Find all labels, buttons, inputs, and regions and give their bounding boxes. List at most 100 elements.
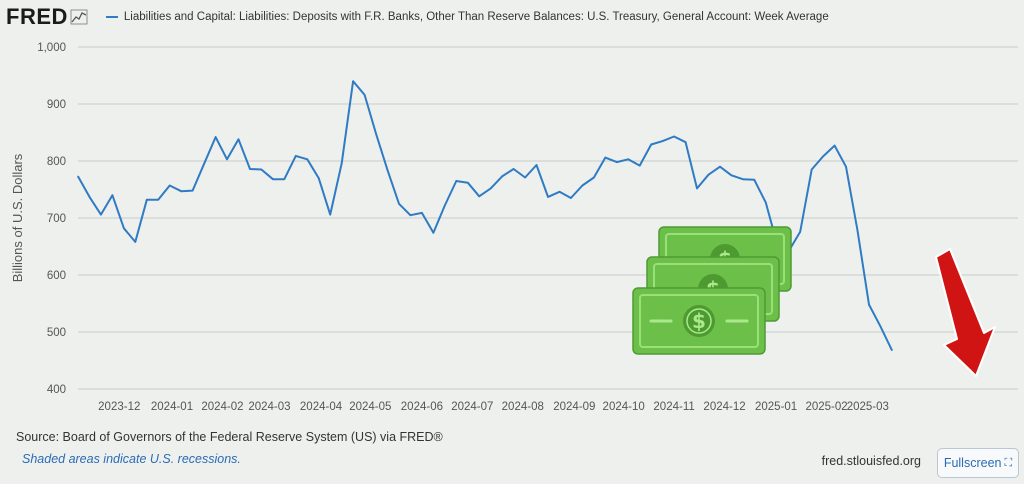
x-tick-label: 2024-10 [603,401,645,413]
data-point[interactable] [822,155,824,158]
data-point[interactable] [226,158,228,161]
y-tick-label: 1,000 [37,42,66,54]
data-point[interactable] [684,141,687,143]
data-point[interactable] [547,196,549,198]
data-point[interactable] [696,187,698,190]
chart-header: FRED Liabilities and Capital: Liabilitie… [6,4,829,30]
x-tick-label: 2025-02 [805,401,847,413]
chart-line-icon [70,9,88,25]
x-tick-label: 2024-05 [349,401,391,413]
data-point[interactable] [478,195,481,198]
fred-logo[interactable]: FRED [6,4,68,29]
data-point[interactable] [123,227,125,230]
data-point[interactable] [489,187,492,190]
x-tick-label: 2023-12 [98,401,140,413]
grid-lines [78,46,1018,390]
data-point[interactable] [558,190,561,193]
y-tick-label: 500 [47,327,66,339]
data-point[interactable] [432,232,435,234]
x-tick-label: 2025-01 [755,401,797,413]
data-point[interactable] [260,168,263,171]
data-point[interactable] [799,230,801,233]
x-tick-label: 2024-02 [201,401,243,413]
data-point[interactable] [191,189,194,192]
data-point[interactable] [868,303,870,306]
x-tick-label: 2024-11 [653,401,694,413]
data-point[interactable] [581,184,584,187]
data-point[interactable] [317,177,320,179]
data-point[interactable] [501,175,503,178]
fullscreen-icon: ⛶ [1004,456,1013,469]
data-point[interactable] [409,214,412,216]
fullscreen-button[interactable]: Fullscreen ⛶ [937,448,1019,478]
data-point[interactable] [615,161,618,163]
data-point[interactable] [570,197,572,199]
data-point[interactable] [524,176,526,179]
red-down-arrow-icon [935,248,996,377]
data-point[interactable] [157,198,160,201]
data-point[interactable] [352,80,354,82]
x-tick-label: 2024-09 [553,401,595,413]
data-point[interactable] [249,168,251,170]
source-text: Source: Board of Governors of the Federa… [16,430,443,444]
data-point[interactable] [512,168,515,170]
data-point[interactable] [466,181,469,184]
site-url[interactable]: fred.stlouisfed.org [821,454,921,468]
data-point[interactable] [214,136,217,138]
data-point[interactable] [272,178,274,181]
data-point[interactable] [604,156,607,159]
x-tick-label: 2024-03 [248,401,290,413]
data-point[interactable] [283,178,286,181]
data-point[interactable] [673,135,675,138]
data-point[interactable] [421,212,423,214]
data-point[interactable] [329,213,331,216]
data-point[interactable] [180,190,182,193]
data-point[interactable] [730,174,733,177]
data-point[interactable] [386,169,389,171]
data-point[interactable] [88,196,91,198]
data-point[interactable] [444,204,446,207]
data-point[interactable] [168,184,171,187]
fullscreen-label: Fullscreen [943,456,1002,470]
recession-note[interactable]: Shaded areas indicate U.S. recessions. [22,452,241,466]
data-point[interactable] [593,176,595,179]
data-point[interactable] [77,175,79,178]
data-point[interactable] [203,163,205,165]
x-tick-label: 2025-03 [847,401,889,413]
data-point[interactable] [753,179,756,181]
data-point[interactable] [455,180,458,182]
data-point[interactable] [295,155,297,157]
data-point[interactable] [765,201,767,204]
data-point[interactable] [100,213,102,216]
data-point[interactable] [237,138,240,141]
y-axis-label: Billions of U.S. Dollars [10,153,25,282]
data-point[interactable] [134,241,137,243]
data-point[interactable] [627,158,630,161]
data-point[interactable] [661,140,664,142]
data-point[interactable] [856,229,859,232]
data-point[interactable] [638,164,641,167]
data-point[interactable] [891,349,893,352]
data-point[interactable] [810,168,813,171]
x-tick-label: 2024-06 [401,401,443,413]
data-point[interactable] [145,198,148,201]
data-point[interactable] [375,132,377,135]
data-point[interactable] [719,165,721,168]
data-point[interactable] [650,143,652,146]
data-point[interactable] [398,202,400,205]
data-point[interactable] [535,164,538,166]
x-tick-label: 2024-04 [300,401,343,413]
data-point[interactable] [833,144,836,147]
data-point[interactable] [707,173,710,176]
data-point[interactable] [363,94,366,96]
y-tick-label: 400 [47,384,66,396]
data-point[interactable] [742,178,744,181]
y-tick-label: 800 [47,156,66,168]
x-tick-labels: 2023-12 2024-01 2024-02 2024-03 2024-04 2024-… [98,401,889,413]
data-point[interactable] [845,165,847,168]
data-point[interactable] [879,325,882,328]
data-point[interactable] [306,158,309,161]
data-point[interactable] [340,162,343,165]
data-point[interactable] [111,194,114,196]
